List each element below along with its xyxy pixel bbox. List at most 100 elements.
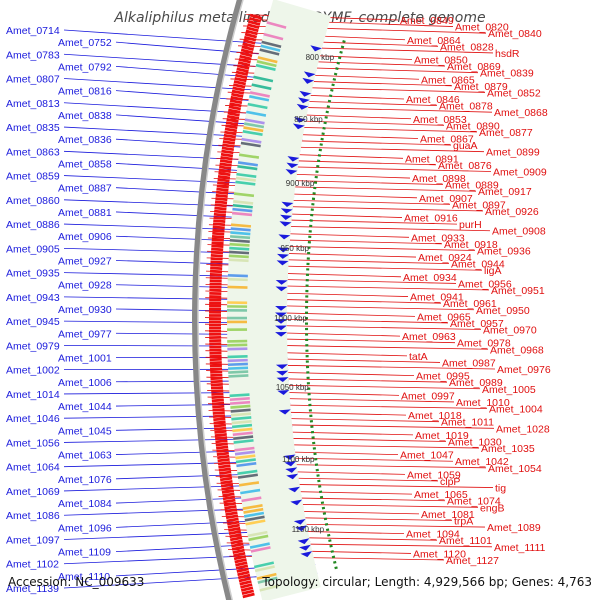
reverse-cds-feature — [209, 295, 222, 299]
reverse-cds-feature — [231, 92, 244, 98]
cog-stripe — [238, 153, 260, 159]
reverse-cds-feature — [218, 168, 231, 173]
right-gene-label: Amet_0961 — [443, 298, 497, 310]
cog-stripe — [232, 431, 253, 437]
cog-stripe — [229, 393, 250, 398]
right-gene-label: engB — [480, 502, 505, 514]
reverse-cds-feature — [223, 501, 237, 507]
right-gene-label: Amet_0950 — [476, 305, 530, 317]
right-gene-label: Amet_0997 — [401, 390, 455, 402]
cog-stripe — [235, 180, 256, 186]
reverse-cds-feature — [210, 260, 223, 264]
right-gene-label: Amet_0976 — [497, 364, 551, 376]
forward-cds-feature — [275, 331, 288, 337]
right-gene-label: Amet_0828 — [440, 41, 494, 53]
reverse-cds-feature — [226, 520, 240, 526]
reverse-cds-feature — [209, 279, 222, 283]
reverse-cds-feature — [215, 190, 229, 195]
reverse-cds-feature — [209, 307, 222, 311]
cog-stripe — [229, 235, 251, 240]
reverse-cds-feature — [210, 386, 224, 390]
reverse-cds-feature — [244, 32, 258, 39]
left-gene-label: Amet_0838 — [58, 110, 112, 122]
reverse-cds-feature — [216, 451, 229, 456]
right-gene-label: Amet_1005 — [482, 384, 536, 396]
left-gene-label: Amet_1086 — [6, 510, 60, 522]
cog-stripe — [249, 91, 270, 98]
cog-stripe — [231, 211, 253, 217]
reverse-cds-feature — [231, 545, 245, 551]
reverse-cds-feature — [216, 187, 229, 192]
right-gene-label: Amet_0839 — [480, 68, 534, 80]
right-gene-label: Amet_0933 — [411, 232, 465, 244]
reverse-cds-feature — [220, 155, 233, 161]
right-gene-label: Amet_1127 — [446, 555, 499, 567]
left-gene-label: Amet_1006 — [58, 377, 112, 389]
right-gene-label: Amet_0865 — [421, 74, 475, 86]
reverse-cds-feature — [237, 573, 251, 580]
reverse-cds-feature — [212, 231, 225, 236]
tick-mark — [333, 560, 337, 564]
reverse-cds-feature — [209, 329, 222, 333]
cog-stripe — [235, 454, 256, 460]
left-gene-label: Amet_1063 — [58, 450, 112, 462]
reverse-cds-feature — [209, 351, 222, 355]
right-gene-label: Amet_0970 — [483, 325, 537, 337]
reverse-cds-feature — [212, 404, 225, 409]
reverse-cds-feature — [219, 476, 233, 482]
right-gene-label: Amet_0995 — [416, 371, 470, 383]
reverse-cds-feature — [216, 445, 229, 450]
left-gene-label: Amet_1109 — [58, 547, 111, 559]
gene-labels: Amet_0714Amet_0752Amet_0783Amet_0792Amet… — [6, 15, 551, 595]
reverse-cds-feature — [213, 420, 226, 425]
reverse-cds-feature — [218, 171, 231, 177]
reverse-cds-feature — [214, 209, 227, 214]
reverse-cds-feature — [247, 23, 260, 30]
reverse-cds-feature — [214, 429, 227, 434]
right-gene-label: Amet_1094 — [406, 529, 460, 541]
reverse-cds-feature — [240, 583, 253, 589]
reverse-cds-feature — [227, 111, 240, 117]
left-gene-label: Amet_1044 — [58, 401, 112, 413]
right-gene-label: Amet_1065 — [414, 489, 468, 501]
reverse-cds-feature — [210, 373, 223, 377]
right-gene-label: Amet_1028 — [496, 423, 550, 435]
tick-mark — [339, 50, 343, 54]
left-gene-label: Amet_0927 — [58, 255, 112, 267]
right-gene-label: Amet_0908 — [492, 226, 546, 238]
forward-cds-feature — [288, 486, 301, 493]
reverse-cds-feature — [228, 530, 242, 535]
cog-stripe — [253, 561, 275, 569]
cog-stripe — [244, 118, 265, 125]
forward-cds-feature — [279, 221, 292, 227]
cog-stripe — [231, 423, 253, 429]
reverse-cds-feature — [209, 298, 222, 302]
cog-stripe — [249, 95, 270, 102]
left-gene-label: Amet_0813 — [6, 98, 60, 110]
cog-stripe — [230, 408, 251, 413]
cog-stripe — [228, 370, 249, 374]
reverse-cds-feature — [228, 105, 241, 111]
tick-mark — [330, 550, 334, 553]
cog-stripe — [247, 530, 268, 538]
reverse-cds-feature — [217, 174, 231, 180]
reverse-cds-feature — [210, 382, 223, 387]
tick-mark — [321, 506, 326, 510]
reverse-cds-feature — [230, 95, 243, 101]
reverse-cds-feature — [229, 536, 243, 542]
cog-stripe — [232, 207, 253, 213]
feature-band — [227, 0, 331, 600]
reverse-cds-feature — [236, 67, 249, 73]
forward-cds-feature — [283, 454, 296, 460]
reverse-cds-feature — [215, 439, 228, 444]
reverse-cds-feature — [245, 29, 258, 36]
reverse-cds-feature — [240, 51, 253, 58]
reverse-cds-feature — [226, 118, 239, 123]
reverse-cds-feature — [234, 558, 247, 564]
reverse-cds-feature — [209, 348, 222, 352]
reverse-cds-feature — [234, 76, 247, 83]
reverse-cds-feature — [224, 508, 238, 513]
reverse-cds-feature — [217, 181, 230, 186]
cog-stripe — [250, 546, 271, 553]
tick-mark — [330, 88, 334, 92]
